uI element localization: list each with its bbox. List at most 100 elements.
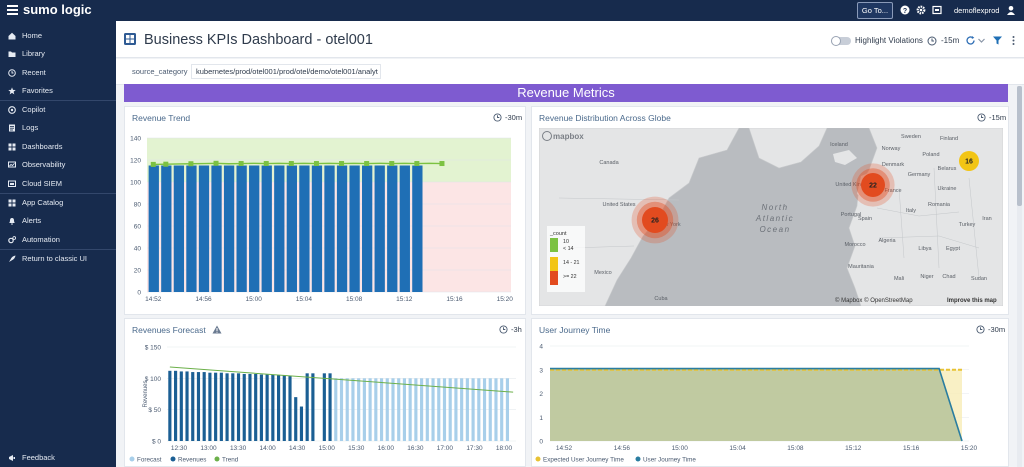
sidebar-item-library[interactable]: Library [0, 45, 116, 63]
revenue-bar [374, 165, 385, 292]
sidebar-item-home[interactable]: Home [0, 27, 116, 45]
forecast-bar [408, 378, 412, 441]
filter-key-label: source_category [132, 67, 188, 76]
user-avatar-icon[interactable] [1006, 5, 1016, 15]
revenue-bar [282, 375, 286, 441]
map-place-label: United Kingdom [835, 182, 875, 188]
map-place-label: Mexico [594, 270, 611, 276]
country-border [876, 207, 960, 217]
revenue-world-map[interactable]: mapbox Canada United States New York Mexico C… [539, 128, 1003, 306]
forecast-bar [362, 378, 366, 441]
folder-icon [8, 51, 16, 57]
scrollbar-thumb[interactable] [1017, 86, 1022, 206]
x-tick-label: 15:00 [319, 445, 336, 452]
refresh-icon[interactable] [965, 35, 976, 46]
time-range-button[interactable]: -15m [941, 36, 960, 45]
panel-time-range[interactable]: -15m [989, 113, 1007, 122]
revenue-bar [248, 373, 252, 441]
sidebar-divider [0, 193, 116, 194]
map-place-label: Morocco [844, 242, 865, 248]
cluster-count-label: 26 [651, 218, 659, 225]
revenue-bar [214, 372, 218, 441]
sidebar-item-favorites[interactable]: Favorites [0, 82, 116, 100]
trend-point [263, 161, 269, 167]
revenue-bar [249, 165, 260, 292]
sidebar-item-logs[interactable]: Logs [0, 119, 116, 137]
sidebar: Home Library Recent Favorites Copilot Logs Das… [0, 21, 116, 467]
country-border [933, 167, 940, 269]
settings-gear-icon[interactable] [916, 5, 926, 15]
sidebar-item-label: Return to classic UI [22, 254, 88, 263]
sidebar-item-cloud-siem[interactable]: Cloud SIEM [0, 175, 116, 193]
sidebar-item-app-catalog[interactable]: App Catalog [0, 194, 116, 212]
forecast-bar [494, 378, 498, 441]
section-header: Revenue Metrics [124, 84, 1008, 102]
warning-icon[interactable] [212, 325, 222, 334]
x-tick-label: 15:16 [903, 445, 920, 452]
revenue-bar [223, 165, 235, 292]
clock-icon[interactable] [927, 36, 937, 46]
trend-point [288, 161, 294, 167]
revenue-bar [328, 373, 332, 441]
map-place-label: Iran [982, 216, 991, 222]
revenue-bar [286, 165, 297, 292]
x-tick-label: 15:30 [348, 445, 365, 452]
trend-point [213, 160, 219, 166]
forecast-bar [420, 378, 424, 441]
map-place-label: Mauritania [848, 264, 875, 270]
x-tick-label: 16:00 [378, 445, 395, 452]
legend-swatch [550, 271, 558, 285]
sidebar-item-copilot[interactable]: Copilot [0, 101, 116, 119]
legend-label: < 14 [563, 246, 574, 252]
more-options-icon[interactable] [1008, 35, 1019, 46]
cluster-marker [861, 173, 885, 197]
forecast-bar [471, 378, 475, 441]
hamburger-menu-icon[interactable] [7, 5, 18, 15]
x-tick-label: 15:08 [346, 296, 363, 303]
app-logo[interactable]: sumo logic [23, 2, 92, 17]
y-tick-label: 60 [134, 224, 142, 231]
revenue-bar [311, 165, 323, 292]
map-place-label: Libya [918, 246, 932, 252]
x-tick-label: 14:30 [289, 445, 306, 452]
vertical-scrollbar[interactable] [1017, 86, 1022, 467]
forecast-bar [425, 378, 429, 441]
chevron-down-icon[interactable] [976, 35, 987, 46]
map-place-label: Chad [942, 274, 955, 280]
legend-marker [170, 456, 176, 462]
revenue-bar [299, 406, 304, 441]
sidebar-item-return-to-classic-ui[interactable]: Return to classic UI [0, 250, 116, 268]
filter-value-input[interactable]: kubernetes/prod/otel001/prod/otel/demo/o… [191, 64, 381, 79]
revenue-bar [305, 373, 309, 441]
notifications-icon[interactable] [932, 5, 942, 15]
username[interactable]: demoflexprod [954, 6, 1000, 15]
forecast-bar [454, 378, 458, 441]
highlight-violations-toggle[interactable] [831, 36, 851, 46]
forecast-bar [345, 378, 349, 441]
revenue-bar [161, 165, 172, 292]
trend-point [188, 161, 194, 167]
sidebar-item-alerts[interactable]: Alerts [0, 212, 116, 230]
map-place-label: New York [657, 222, 680, 228]
panel-time-range[interactable]: -30m [505, 113, 523, 122]
panel-time-range[interactable]: -3h [511, 325, 522, 334]
legend-label: 10 [563, 239, 569, 245]
map-place-label: Finland [940, 136, 958, 142]
sidebar-item-observability[interactable]: Observability [0, 156, 116, 174]
forecast-bar [374, 378, 378, 441]
y-tick-label: 3 [539, 367, 543, 374]
sidebar-item-dashboards[interactable]: Dashboards [0, 138, 116, 156]
go-to-button[interactable]: Go To... [857, 2, 893, 19]
sidebar-item-automation[interactable]: Automation [0, 231, 116, 249]
y-tick-label: $ 150 [145, 345, 162, 352]
grid-icon [8, 199, 16, 207]
trend-point [238, 161, 244, 167]
sidebar-item-recent[interactable]: Recent [0, 64, 116, 82]
help-icon[interactable]: ? [900, 5, 910, 15]
feedback-link[interactable]: Feedback [0, 449, 116, 467]
x-tick-label: 15:00 [672, 445, 689, 452]
observability-icon [8, 161, 16, 168]
revenue-bar [322, 373, 326, 441]
panel-time-range[interactable]: -30m [988, 325, 1006, 334]
filter-icon[interactable] [992, 35, 1003, 46]
